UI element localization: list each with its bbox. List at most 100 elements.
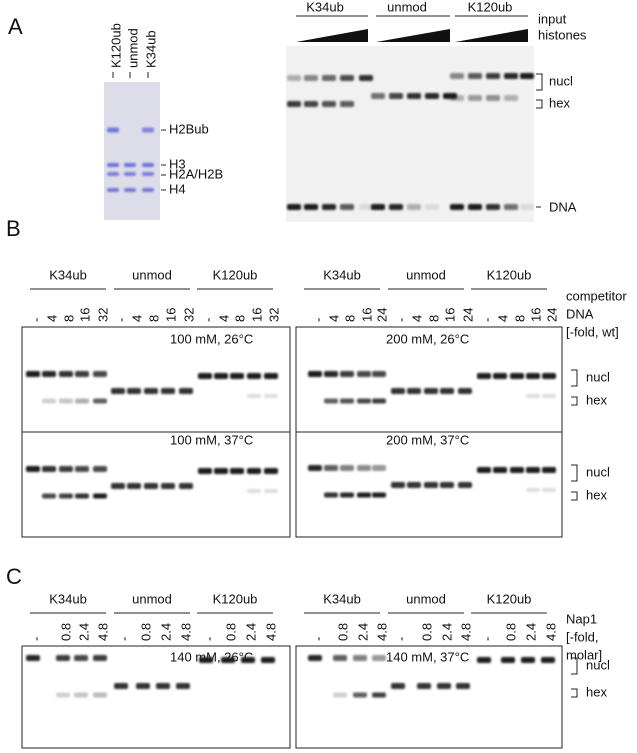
band — [353, 655, 367, 661]
band — [75, 493, 89, 499]
band — [458, 482, 472, 488]
band — [526, 488, 540, 492]
species-label: hex — [549, 95, 570, 110]
band — [42, 398, 56, 404]
band — [372, 398, 386, 404]
band — [264, 394, 278, 398]
gel-frame — [295, 645, 563, 749]
axis-label: [-fold, — [566, 629, 599, 644]
band — [437, 683, 451, 689]
band — [287, 75, 301, 81]
band — [74, 692, 88, 698]
species-label: nucl — [586, 464, 610, 479]
band — [198, 468, 212, 474]
band — [493, 373, 507, 379]
band — [357, 465, 371, 471]
band — [389, 204, 403, 210]
band — [440, 482, 454, 488]
band — [450, 73, 464, 79]
band — [59, 466, 73, 472]
band — [264, 373, 278, 379]
band — [501, 657, 515, 663]
band — [504, 204, 518, 210]
band — [322, 75, 336, 81]
axis-label: histones — [538, 27, 587, 42]
lane-label: 2.4 — [243, 623, 258, 641]
band — [520, 204, 534, 210]
lane-label: - — [310, 637, 325, 641]
band — [230, 468, 244, 474]
band — [287, 101, 301, 107]
band — [261, 657, 275, 663]
lane-label: 16 — [528, 308, 543, 322]
band — [371, 93, 385, 99]
band — [75, 398, 89, 404]
band — [468, 204, 482, 210]
condition-label: 100 mM, 37°C — [170, 432, 253, 447]
band — [324, 371, 338, 377]
lane-label: 0.8 — [58, 623, 73, 641]
band — [372, 465, 386, 471]
group-label: unmod — [406, 267, 446, 282]
band — [372, 692, 386, 698]
lane-label: 16 — [249, 308, 264, 322]
band — [26, 466, 40, 472]
lane-label: 4 — [326, 315, 341, 322]
bracket — [571, 688, 578, 698]
band — [142, 163, 154, 167]
band — [75, 466, 89, 472]
lane-label: 0.8 — [138, 623, 153, 641]
species-label: nucl — [586, 657, 610, 672]
band — [324, 398, 338, 404]
wedge — [376, 29, 450, 42]
lane-label: 8 — [342, 315, 357, 322]
band — [359, 75, 373, 81]
wedge — [296, 29, 368, 42]
lane-label: - — [201, 637, 216, 641]
band — [199, 657, 213, 663]
band — [424, 388, 438, 394]
band — [417, 683, 431, 689]
lane-label: 4.8 — [543, 623, 558, 641]
band — [389, 93, 403, 99]
lane-label: 4 — [129, 315, 144, 322]
condition-label: 100 mM, 26°C — [170, 331, 253, 346]
lane-label: 16 — [359, 308, 374, 322]
band — [264, 468, 278, 474]
band — [407, 388, 421, 394]
band — [308, 465, 322, 471]
band — [340, 371, 354, 377]
band — [42, 493, 56, 499]
band — [247, 489, 261, 493]
band — [74, 655, 88, 661]
band — [322, 101, 336, 107]
axis-label: competitor — [566, 288, 627, 303]
group-label: K120ub — [487, 591, 532, 606]
lane-label: - — [28, 318, 43, 322]
band — [324, 465, 338, 471]
lane-label: 8 — [146, 315, 161, 322]
group-label: unmod — [406, 591, 446, 606]
band — [391, 388, 405, 394]
lane-label: 4.8 — [374, 623, 389, 641]
band — [176, 683, 190, 689]
bracket — [571, 396, 578, 406]
bracket — [571, 491, 578, 501]
band — [247, 394, 261, 398]
band — [42, 371, 56, 377]
axis-label: input — [538, 11, 567, 26]
band — [93, 466, 107, 472]
band — [340, 75, 354, 81]
band — [230, 373, 244, 379]
lane-label: 24 — [460, 308, 475, 322]
band — [221, 657, 235, 663]
lane-label: 0.8 — [335, 623, 350, 641]
band — [59, 398, 73, 404]
band — [542, 394, 556, 398]
lane-label: 8 — [426, 315, 441, 322]
band — [287, 204, 301, 210]
band — [450, 95, 464, 101]
group-label: K34ub — [49, 267, 87, 282]
band — [247, 468, 261, 474]
